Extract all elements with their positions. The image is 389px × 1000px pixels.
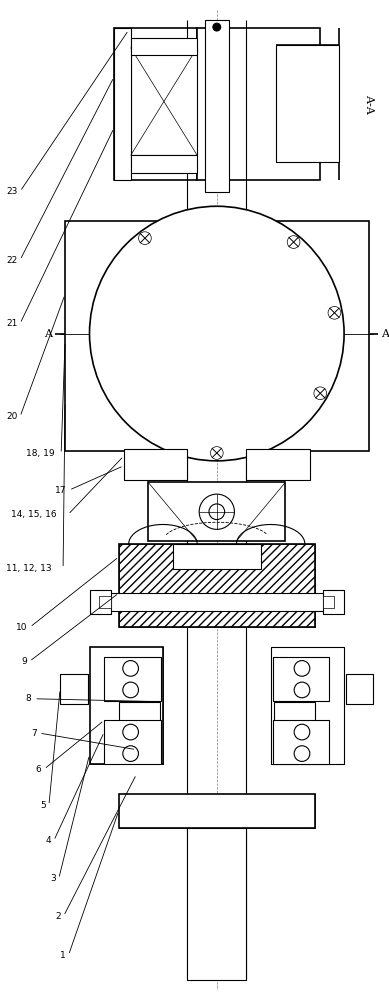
Bar [99,596,111,608]
Text: 20: 20 [6,412,18,421]
Text: 2: 2 [55,912,61,921]
Circle shape [123,682,138,698]
Text: A: A [381,329,389,339]
Bar [322,590,344,614]
Bar [131,48,197,155]
Circle shape [123,724,138,740]
Circle shape [287,236,300,248]
Circle shape [89,206,344,461]
Text: 4: 4 [46,836,51,845]
Circle shape [328,306,341,319]
Text: 23: 23 [6,187,18,196]
Text: 22: 22 [6,256,18,265]
Bar [271,647,344,764]
Bar [346,674,373,704]
Bar [114,28,197,180]
Bar [124,449,187,480]
Text: 6: 6 [36,765,41,774]
Text: A-A: A-A [364,94,374,113]
Bar [273,657,329,701]
Text: 18, 19: 18, 19 [26,449,54,458]
Text: 7: 7 [31,729,37,738]
Bar [119,544,315,627]
Bar [271,647,344,764]
Bar [109,593,324,611]
Bar [119,794,315,828]
Circle shape [294,682,310,698]
Circle shape [104,221,329,446]
Bar [60,674,88,704]
Text: 1: 1 [60,951,66,960]
Bar [119,544,315,627]
Bar [89,647,163,764]
Bar [89,647,163,764]
Circle shape [123,746,138,761]
Bar [273,657,329,701]
Bar [273,702,315,721]
Circle shape [294,661,310,676]
Bar [131,38,197,55]
Bar [148,482,286,541]
Bar [114,28,131,180]
Bar [346,674,373,704]
Circle shape [294,746,310,761]
Bar [273,720,329,764]
Circle shape [213,23,221,31]
Bar [119,794,315,828]
Bar [275,45,339,162]
Bar [246,449,310,480]
Bar [322,590,344,614]
Text: 10: 10 [16,623,28,632]
Bar [173,544,261,569]
Bar [60,674,88,704]
Text: 14, 15, 16: 14, 15, 16 [11,510,57,519]
Bar [65,221,368,451]
Text: 8: 8 [26,694,32,703]
Bar [131,155,197,173]
Bar [131,155,197,173]
Bar [104,657,161,701]
Bar [104,720,161,764]
Bar [104,657,161,701]
Bar [114,28,131,180]
Bar [197,28,320,180]
Circle shape [210,447,223,459]
Text: 3: 3 [50,874,56,883]
Text: 17: 17 [55,486,67,495]
Text: A: A [44,329,53,339]
Text: 9: 9 [21,657,27,666]
Circle shape [138,232,151,245]
Text: 11, 12, 13: 11, 12, 13 [6,564,52,573]
Bar [119,702,160,721]
Bar [187,828,246,980]
Bar [131,38,197,55]
Bar [104,720,161,764]
Circle shape [123,661,138,676]
Circle shape [209,504,224,520]
Circle shape [294,724,310,740]
Bar [205,20,229,192]
Circle shape [314,387,327,400]
Text: 21: 21 [6,319,18,328]
Text: 5: 5 [40,801,46,810]
Bar [322,596,334,608]
Bar [273,720,329,764]
Bar [89,590,111,614]
Bar [89,590,111,614]
Circle shape [199,494,235,529]
